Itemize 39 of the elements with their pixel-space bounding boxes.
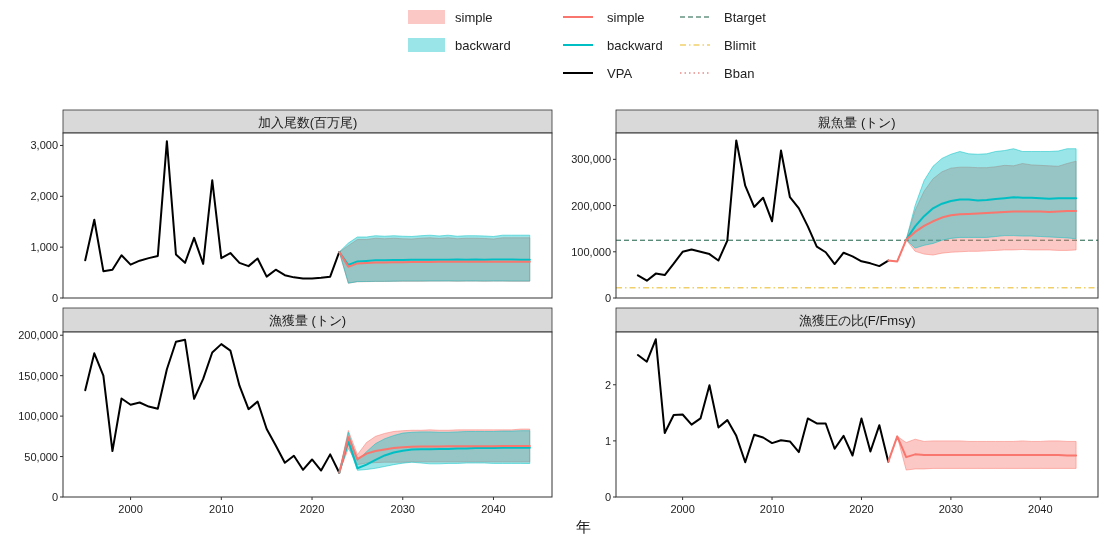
- x-tick-label: 2000: [118, 503, 143, 515]
- legend-label: simple: [455, 10, 493, 25]
- text: Bban: [724, 66, 755, 81]
- y-tick-label: 1,000: [30, 241, 58, 254]
- x-tick-label: 2020: [849, 503, 874, 515]
- y-tick-label: 150,000: [18, 369, 58, 382]
- y-tick-label: 3,000: [30, 139, 58, 152]
- y-tick-label: 0: [604, 491, 611, 503]
- y-tick-label: 0: [51, 292, 58, 304]
- x-tick-label: 2030: [938, 503, 964, 515]
- x-tick-label: 2040: [481, 503, 506, 515]
- y-tick-label: 0: [51, 491, 58, 503]
- x-tick-label: 2030: [390, 503, 415, 515]
- text: Btarget: [724, 10, 766, 25]
- text: backward: [607, 38, 663, 53]
- y-tick-label: 100,000: [571, 245, 611, 258]
- y-tick-label: 2: [604, 378, 611, 391]
- chart-title: 漁獲圧の比(F/Fmsy): [798, 313, 916, 328]
- y-tick-label: 2,000: [30, 190, 58, 203]
- legend-label: backward: [455, 38, 511, 53]
- x-tick-label: 2010: [209, 503, 234, 515]
- chart-title: 親魚量 (トン): [818, 114, 896, 130]
- x-axis-title: 年: [575, 518, 591, 535]
- text: Blimit: [724, 38, 756, 53]
- x-tick-label: 2010: [759, 503, 785, 515]
- y-tick-label: 200,000: [18, 329, 58, 342]
- y-tick-label: 1: [604, 434, 611, 447]
- x-tick-label: 2020: [299, 503, 325, 515]
- x-tick-label: 2000: [670, 503, 695, 515]
- legend-label: VPA: [607, 66, 633, 81]
- x-tick-label: 2040: [1028, 503, 1053, 515]
- y-tick-label: 100,000: [18, 410, 58, 423]
- y-tick-label: 200,000: [571, 199, 611, 212]
- text: simple: [607, 10, 645, 25]
- y-tick-label: 0: [604, 292, 611, 304]
- chart-title: 加入尾数(百万尾): [257, 114, 358, 130]
- y-tick-label: 50,000: [24, 450, 58, 463]
- y-tick-label: 300,000: [571, 153, 611, 166]
- chart-title: 漁獲量 (トン): [268, 313, 347, 328]
